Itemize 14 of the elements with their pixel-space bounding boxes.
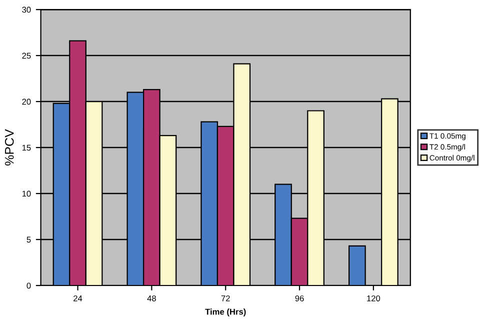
y-tick-label: 0 xyxy=(26,282,31,289)
x-tick-label: 96 xyxy=(295,295,304,302)
x-tick-label: 120 xyxy=(367,295,380,302)
y-tick-label: 10 xyxy=(22,190,31,197)
y-tick-label: 25 xyxy=(22,52,31,59)
x-axis-title: Time (Hrs) xyxy=(205,308,246,316)
y-axis-title: %PCV xyxy=(4,129,14,166)
x-tick-label: 48 xyxy=(147,295,156,302)
x-tick-label: 24 xyxy=(74,295,82,302)
y-tick-label: 5 xyxy=(26,236,31,243)
y-tick-label: 20 xyxy=(22,98,31,105)
y-tick-label: 15 xyxy=(22,144,31,151)
y-tick-label: 30 xyxy=(22,6,31,13)
x-tick-label: 72 xyxy=(221,295,230,302)
